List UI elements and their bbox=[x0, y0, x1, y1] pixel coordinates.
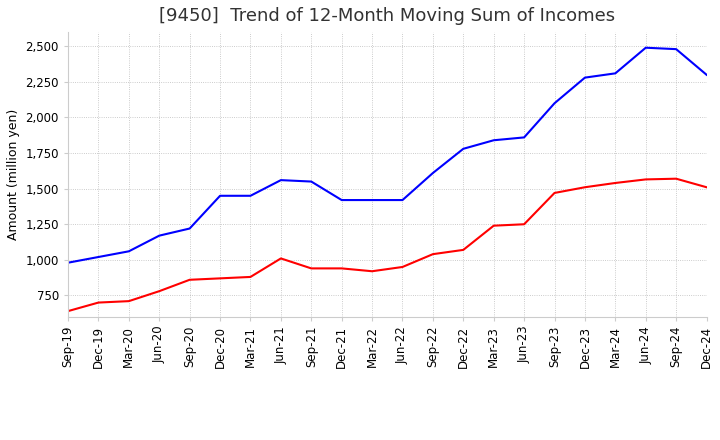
Net Income bbox=[246, 274, 255, 279]
Ordinary Income bbox=[550, 101, 559, 106]
Ordinary Income bbox=[63, 260, 72, 265]
Net Income bbox=[398, 264, 407, 270]
Net Income bbox=[490, 223, 498, 228]
Net Income bbox=[580, 185, 589, 190]
Net Income bbox=[611, 180, 620, 186]
Net Income bbox=[642, 177, 650, 182]
Net Income bbox=[550, 190, 559, 195]
Net Income bbox=[185, 277, 194, 282]
Net Income bbox=[672, 176, 680, 181]
Ordinary Income bbox=[428, 170, 437, 176]
Net Income bbox=[520, 222, 528, 227]
Ordinary Income bbox=[672, 47, 680, 52]
Ordinary Income bbox=[642, 45, 650, 50]
Ordinary Income bbox=[216, 193, 225, 198]
Net Income bbox=[702, 185, 711, 190]
Legend: Ordinary Income, Net Income: Ordinary Income, Net Income bbox=[235, 435, 540, 440]
Ordinary Income bbox=[94, 254, 103, 260]
Ordinary Income bbox=[276, 177, 285, 183]
Y-axis label: Amount (million yen): Amount (million yen) bbox=[7, 109, 20, 240]
Ordinary Income bbox=[520, 135, 528, 140]
Net Income bbox=[276, 256, 285, 261]
Ordinary Income bbox=[185, 226, 194, 231]
Line: Net Income: Net Income bbox=[68, 179, 706, 311]
Line: Ordinary Income: Ordinary Income bbox=[68, 48, 706, 263]
Ordinary Income bbox=[459, 146, 467, 151]
Net Income bbox=[338, 266, 346, 271]
Net Income bbox=[368, 268, 377, 274]
Ordinary Income bbox=[490, 138, 498, 143]
Ordinary Income bbox=[702, 72, 711, 77]
Net Income bbox=[459, 247, 467, 253]
Net Income bbox=[125, 298, 133, 304]
Net Income bbox=[63, 308, 72, 314]
Ordinary Income bbox=[307, 179, 315, 184]
Net Income bbox=[216, 276, 225, 281]
Ordinary Income bbox=[338, 198, 346, 203]
Net Income bbox=[428, 252, 437, 257]
Net Income bbox=[155, 289, 163, 294]
Ordinary Income bbox=[580, 75, 589, 80]
Ordinary Income bbox=[246, 193, 255, 198]
Ordinary Income bbox=[398, 198, 407, 203]
Net Income bbox=[307, 266, 315, 271]
Ordinary Income bbox=[125, 249, 133, 254]
Ordinary Income bbox=[611, 71, 620, 76]
Ordinary Income bbox=[368, 198, 377, 203]
Net Income bbox=[94, 300, 103, 305]
Title: [9450]  Trend of 12-Month Moving Sum of Incomes: [9450] Trend of 12-Month Moving Sum of I… bbox=[159, 7, 616, 25]
Ordinary Income bbox=[155, 233, 163, 238]
